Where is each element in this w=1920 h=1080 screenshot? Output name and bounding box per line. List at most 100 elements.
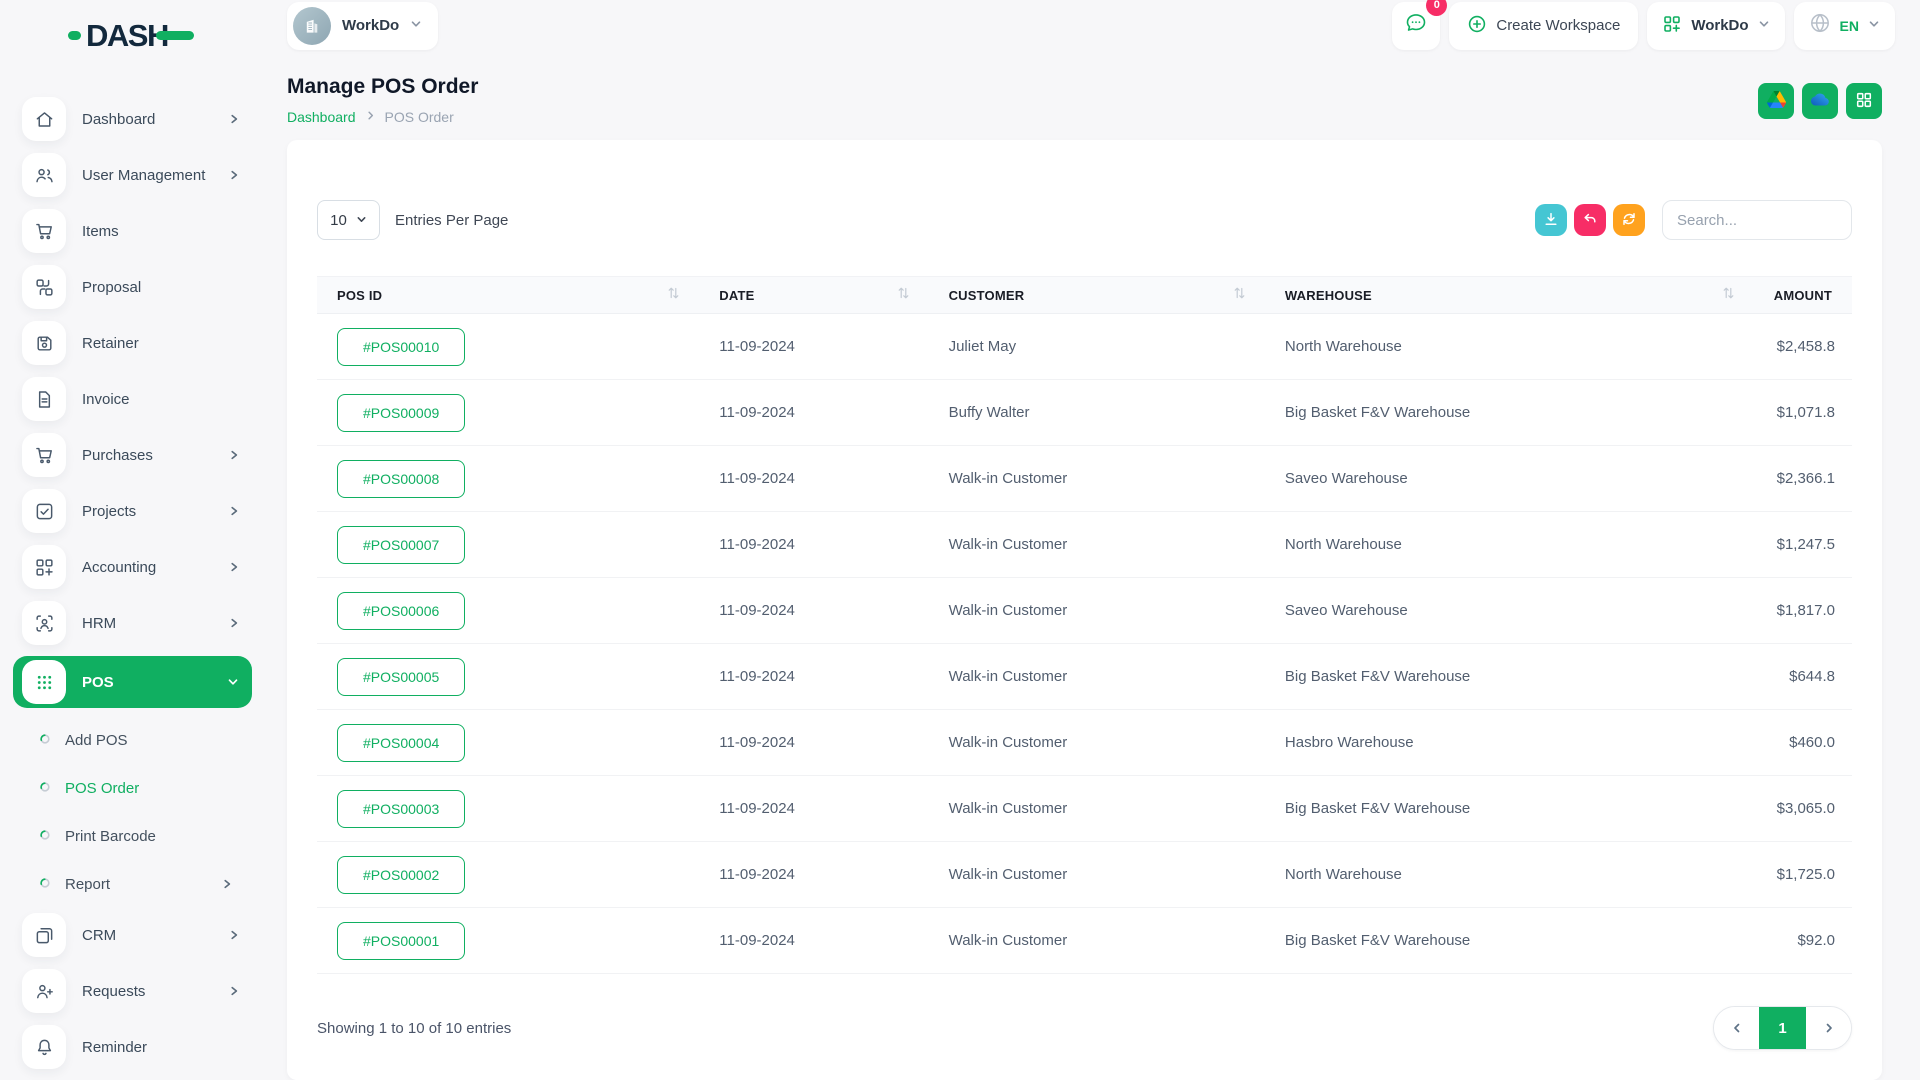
sidebar-item-requests[interactable]: Requests: [13, 968, 252, 1014]
sidebar-item-label: Projects: [82, 503, 213, 520]
workspace-selector[interactable]: WorkDo: [287, 2, 438, 50]
sort-icon[interactable]: [898, 286, 909, 304]
page-actions: [1758, 83, 1882, 119]
sidebar-item-pos[interactable]: POS: [13, 656, 252, 708]
sidebar-item-retainer[interactable]: Retainer: [13, 320, 252, 366]
sidebar-item-label: Retainer: [82, 335, 239, 352]
sidebar-item-items[interactable]: Items: [13, 208, 252, 254]
download-icon: [1543, 211, 1559, 230]
column-header-warehouse[interactable]: WAREHOUSE: [1265, 277, 1754, 314]
pos-id-link[interactable]: #POS00001: [337, 922, 465, 960]
undo-button[interactable]: [1574, 204, 1606, 236]
sidebar-subitem-pos-order[interactable]: POS Order: [13, 768, 252, 808]
pos-id-link[interactable]: #POS00004: [337, 724, 465, 762]
sort-icon[interactable]: [1234, 286, 1245, 304]
column-header-amount[interactable]: AMOUNT: [1754, 277, 1852, 314]
search-input[interactable]: [1662, 200, 1852, 240]
cell-warehouse: Hasbro Warehouse: [1265, 710, 1754, 776]
cell-amount: $644.8: [1754, 644, 1852, 710]
sidebar-subitem-report[interactable]: Report: [13, 864, 252, 904]
sidebar-subitem-label: Print Barcode: [65, 828, 252, 845]
onedrive-export-button[interactable]: [1802, 83, 1838, 119]
logo-dash-shape: [156, 31, 194, 40]
bullet-icon: [40, 875, 50, 893]
save-icon: [22, 321, 66, 365]
create-workspace-label: Create Workspace: [1496, 17, 1620, 34]
sidebar-item-crm[interactable]: CRM: [13, 912, 252, 958]
page-number-button[interactable]: 1: [1759, 1007, 1806, 1049]
sidebar-item-hrm[interactable]: HRM: [13, 600, 252, 646]
cell-date: 11-09-2024: [699, 644, 928, 710]
grid-view-button[interactable]: [1846, 83, 1882, 119]
cart-icon: [22, 209, 66, 253]
globe-icon: [1809, 12, 1831, 39]
cell-customer: Walk-in Customer: [929, 776, 1265, 842]
sidebar-item-proposal[interactable]: Proposal: [13, 264, 252, 310]
sort-icon[interactable]: [1723, 286, 1734, 304]
sort-icon[interactable]: [668, 286, 679, 304]
logo-dot-shape: [68, 31, 81, 40]
pos-id-link[interactable]: #POS00010: [337, 328, 465, 366]
pos-id-link[interactable]: #POS00002: [337, 856, 465, 894]
brand-logo[interactable]: DASH: [0, 0, 265, 70]
page-header: Manage POS Order Dashboard POS Order: [287, 69, 1920, 126]
cell-date: 11-09-2024: [699, 842, 928, 908]
create-workspace-button[interactable]: Create Workspace: [1449, 2, 1638, 50]
sidebar-item-label: Requests: [82, 983, 213, 1000]
pagination: 1: [1713, 1006, 1852, 1050]
pos-id-link[interactable]: #POS00003: [337, 790, 465, 828]
column-header-date[interactable]: DATE: [699, 277, 928, 314]
sidebar-subitem-label: Report: [65, 876, 207, 893]
sidebar-item-label: Proposal: [82, 279, 239, 296]
table-header-row: POS ID DATE CUSTOMER WAREHOUSE AMOUNT: [317, 277, 1852, 314]
sidebar-item-projects[interactable]: Projects: [13, 488, 252, 534]
cell-date: 11-09-2024: [699, 578, 928, 644]
sidebar-item-purchases[interactable]: Purchases: [13, 432, 252, 478]
language-selector[interactable]: EN: [1794, 2, 1895, 50]
sidebar-item-dashboard[interactable]: Dashboard: [13, 96, 252, 142]
grid-plus-icon: [22, 545, 66, 589]
home-icon: [22, 97, 66, 141]
previous-page-button[interactable]: [1714, 1007, 1759, 1049]
document-icon: [22, 377, 66, 421]
breadcrumb-dashboard-link[interactable]: Dashboard: [287, 109, 356, 125]
plus-circle-icon: [1467, 14, 1487, 38]
cell-date: 11-09-2024: [699, 512, 928, 578]
column-header-customer[interactable]: CUSTOMER: [929, 277, 1265, 314]
sidebar-item-invoice[interactable]: Invoice: [13, 376, 252, 422]
pos-id-link[interactable]: #POS00007: [337, 526, 465, 564]
column-header-pos-id[interactable]: POS ID: [317, 277, 699, 314]
breadcrumb: Dashboard POS Order: [287, 108, 478, 126]
chevron-right-icon: [229, 562, 239, 572]
refresh-button[interactable]: [1613, 204, 1645, 236]
pos-id-link[interactable]: #POS00009: [337, 394, 465, 432]
messages-button[interactable]: 0: [1392, 2, 1440, 50]
apps-menu-button[interactable]: WorkDo: [1647, 2, 1784, 50]
sidebar-subitem-add-pos[interactable]: Add POS: [13, 720, 252, 760]
chevron-right-icon: [229, 450, 239, 460]
chevron-down-icon: [356, 212, 367, 229]
table-row: #POS00008 11-09-2024 Walk-in Customer Sa…: [317, 446, 1852, 512]
table-row: #POS00002 11-09-2024 Walk-in Customer No…: [317, 842, 1852, 908]
cell-warehouse: Saveo Warehouse: [1265, 578, 1754, 644]
pos-id-link[interactable]: #POS00005: [337, 658, 465, 696]
sidebar-subitem-print-barcode[interactable]: Print Barcode: [13, 816, 252, 856]
google-drive-export-button[interactable]: [1758, 83, 1794, 119]
breadcrumb-current: POS Order: [385, 109, 454, 125]
export-button[interactable]: [1535, 204, 1567, 236]
bullet-icon: [40, 779, 50, 797]
sidebar-item-label: POS: [82, 674, 211, 691]
cell-date: 11-09-2024: [699, 776, 928, 842]
cell-amount: $1,071.8: [1754, 380, 1852, 446]
sidebar-item-user-management[interactable]: User Management: [13, 152, 252, 198]
pos-id-link[interactable]: #POS00006: [337, 592, 465, 630]
sidebar-item-reminder[interactable]: Reminder: [13, 1024, 252, 1070]
sidebar-item-accounting[interactable]: Accounting: [13, 544, 252, 590]
entries-per-page-select[interactable]: 10: [317, 200, 380, 240]
sidebar-item-label: Reminder: [82, 1039, 239, 1056]
bullet-icon: [40, 731, 50, 749]
pos-id-link[interactable]: #POS00008: [337, 460, 465, 498]
next-page-button[interactable]: [1806, 1007, 1851, 1049]
cell-customer: Walk-in Customer: [929, 512, 1265, 578]
bell-icon: [22, 1025, 66, 1069]
